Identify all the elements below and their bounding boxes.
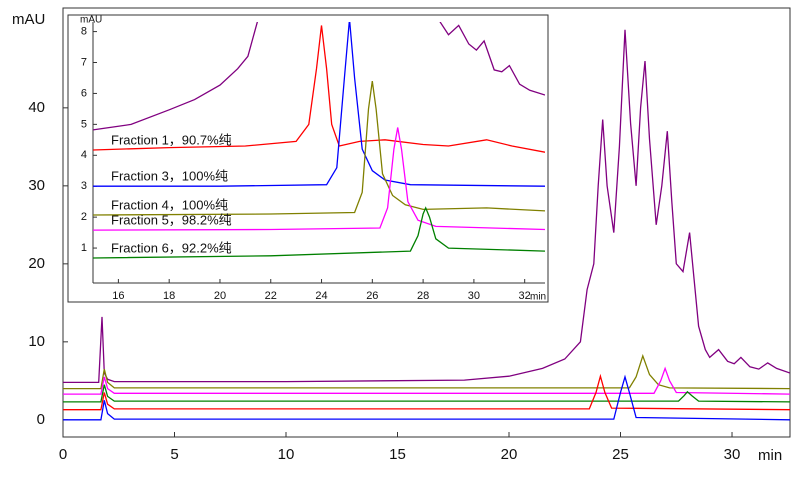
series-group — [93, 22, 545, 259]
trace — [63, 366, 790, 395]
trace — [93, 25, 545, 153]
x-tick-label: 25 — [612, 446, 629, 463]
x-tick-label: 20 — [501, 446, 518, 463]
trace — [93, 206, 545, 259]
x-tick-label: 24 — [315, 290, 327, 302]
x-tick-label: 30 — [724, 446, 741, 463]
trace — [93, 22, 545, 187]
x-tick-label: 5 — [170, 446, 178, 463]
x-tick-label: 28 — [417, 290, 429, 302]
trace — [63, 374, 790, 421]
x-tick-label: 16 — [112, 290, 124, 302]
x-tick-label: 26 — [366, 290, 378, 302]
x-tick-label: 15 — [389, 446, 406, 463]
y-tick-label: 7 — [81, 56, 87, 68]
trace — [63, 353, 790, 390]
inset-frame — [67, 14, 549, 303]
trace — [63, 29, 790, 384]
trace — [93, 81, 545, 216]
y-tick-label: 40 — [28, 99, 45, 116]
y-tick-label: 4 — [81, 149, 87, 161]
trace-label: Fraction 3，100%纯 — [111, 169, 228, 184]
y-tick-label: 5 — [81, 118, 87, 130]
trace-label: Fraction 4，100%纯 — [111, 197, 228, 212]
y-tick-label: 8 — [81, 25, 87, 37]
x-tick-label: 30 — [468, 290, 480, 302]
trace — [63, 384, 790, 403]
trace — [63, 373, 790, 411]
x-tick-label: 20 — [214, 290, 226, 302]
y-tick-label: 1 — [81, 242, 87, 254]
inset-y-axis-label: mAU — [80, 15, 102, 26]
y-tick-label: 10 — [28, 333, 45, 350]
y-tick-label: 0 — [37, 411, 45, 428]
plot-frame — [62, 7, 791, 438]
x-tick-label: 32 — [519, 290, 531, 302]
trace — [93, 22, 545, 131]
trace-label: Fraction 6，92.2%纯 — [111, 240, 232, 255]
trace-label: Fraction 1，90.7%纯 — [111, 132, 232, 147]
series-group — [63, 29, 790, 421]
y-axis-label: mAU — [12, 11, 45, 28]
y-tick-label: 30 — [28, 177, 45, 194]
x-tick-label: 0 — [59, 446, 67, 463]
x-tick-label: 22 — [265, 290, 277, 302]
y-tick-label: 20 — [28, 255, 45, 272]
trace — [93, 127, 545, 231]
y-tick-label: 6 — [81, 87, 87, 99]
x-tick-label: 18 — [163, 290, 175, 302]
y-tick-label: 3 — [81, 180, 87, 192]
x-axis-label: min — [758, 447, 782, 464]
y-tick-label: 2 — [81, 211, 87, 223]
x-tick-label: 10 — [278, 446, 295, 463]
trace-label: Fraction 5，98.2%纯 — [111, 213, 232, 228]
inset-x-axis-label: min — [530, 292, 546, 303]
